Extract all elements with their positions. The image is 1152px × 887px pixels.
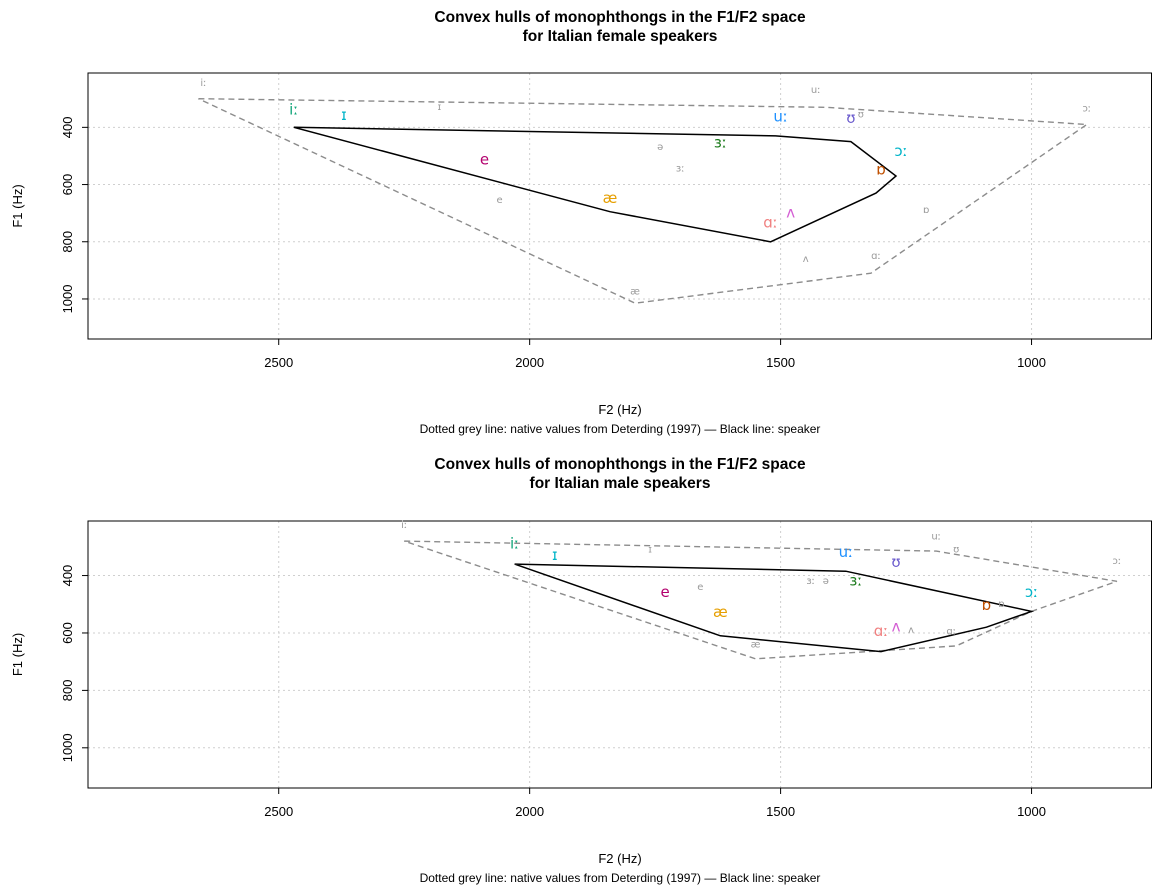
- x-axis-label: F2 (Hz): [598, 851, 641, 866]
- chart-title-line: Convex hulls of monophthongs in the F1/F…: [434, 456, 806, 473]
- y-axis-label: F1 (Hz): [10, 184, 25, 227]
- chart-caption: Dotted grey line: native values from Det…: [420, 422, 821, 436]
- chart-title-line: for Italian male speakers: [530, 475, 711, 492]
- native-vowel-label: uː: [931, 532, 941, 543]
- speaker-vowel-label: ɔː: [894, 142, 907, 160]
- speaker-vowel-label: æ: [603, 189, 618, 207]
- speaker-vowel-label: ɪ: [552, 546, 558, 564]
- speaker-vowel-label: ɪ: [341, 106, 347, 124]
- chart-title-line: for Italian female speakers: [523, 28, 718, 45]
- speaker-hull-line: [514, 563, 1035, 653]
- x-axis-label: F2 (Hz): [598, 402, 641, 417]
- native-vowel-label: æ: [751, 639, 761, 650]
- native-vowel-label: e: [496, 195, 502, 206]
- y-tick-label: 600: [60, 622, 75, 644]
- native-vowel-label: æ: [630, 287, 640, 298]
- chart-title-line: Convex hulls of monophthongs in the F1/F…: [434, 9, 806, 26]
- native-hull-line: [198, 98, 1089, 304]
- speaker-vowel-label: ɑː: [763, 213, 778, 231]
- speaker-vowel-label: uː: [773, 108, 788, 126]
- x-tick-label: 1000: [1017, 355, 1046, 370]
- y-tick-label: 400: [60, 116, 75, 138]
- y-tick-label: 600: [60, 174, 75, 196]
- x-tick-label: 2500: [264, 804, 293, 819]
- native-vowel-label: ɑː: [871, 251, 881, 262]
- native-vowel-label: e: [697, 582, 703, 593]
- native-vowel-label: ʊ: [953, 545, 959, 556]
- native-vowel-label: ɒ: [998, 599, 1004, 610]
- speaker-vowel-label: ʌ: [892, 618, 901, 636]
- speaker-vowel-label: iː: [510, 534, 519, 552]
- speaker-vowel-label: ɜː: [849, 572, 862, 590]
- native-vowel-label: ɜː: [676, 164, 685, 175]
- chart-panel-2: Convex hulls of monophthongs in the F1/F…: [10, 456, 1152, 885]
- native-vowel-label: ʌ: [803, 254, 809, 265]
- native-vowel-label: ɜː: [806, 576, 815, 587]
- native-vowel-label: ʌ: [908, 625, 914, 636]
- speaker-vowel-label: uː: [839, 543, 854, 561]
- native-vowel-label: iː: [200, 78, 206, 89]
- speaker-vowel-label: æ: [713, 603, 728, 621]
- native-vowel-label: ə: [657, 142, 663, 153]
- x-tick-label: 1500: [766, 355, 795, 370]
- y-tick-label: 800: [60, 231, 75, 253]
- native-vowel-label: ɪ: [437, 102, 441, 113]
- y-tick-label: 1000: [60, 284, 75, 313]
- native-vowel-label: ɪ: [648, 545, 652, 556]
- native-vowel-label: ɑː: [946, 626, 956, 637]
- speaker-vowel-label: ɔː: [1025, 583, 1038, 601]
- speaker-vowel-label: e: [661, 583, 670, 601]
- y-tick-label: 1000: [60, 733, 75, 762]
- y-tick-label: 400: [60, 565, 75, 587]
- native-hull-line: [403, 540, 1118, 660]
- native-vowel-label: ɔː: [1082, 104, 1091, 115]
- speaker-vowel-label: iː: [289, 100, 298, 118]
- speaker-vowel-label: ɜː: [714, 133, 727, 151]
- y-axis-label: F1 (Hz): [10, 633, 25, 676]
- speaker-vowel-label: ʌ: [786, 203, 795, 221]
- x-tick-label: 2000: [515, 355, 544, 370]
- speaker-vowel-label: e: [480, 151, 489, 169]
- speaker-vowel-label: ɑː: [874, 622, 889, 640]
- x-tick-label: 1000: [1017, 804, 1046, 819]
- chart-caption: Dotted grey line: native values from Det…: [420, 871, 821, 885]
- speaker-vowel-label: ʊ: [846, 109, 855, 127]
- native-vowel-label: ə: [823, 576, 829, 587]
- x-tick-label: 2000: [515, 804, 544, 819]
- y-tick-label: 800: [60, 680, 75, 702]
- speaker-vowel-label: ʊ: [891, 553, 900, 571]
- native-vowel-label: ɒ: [923, 205, 929, 216]
- x-tick-label: 2500: [264, 355, 293, 370]
- native-vowel-label: iː: [401, 520, 407, 531]
- native-vowel-label: ɔː: [1112, 556, 1121, 567]
- native-vowel-label: ʊ: [858, 109, 864, 120]
- speaker-hull-line: [293, 126, 898, 243]
- x-tick-label: 1500: [766, 804, 795, 819]
- speaker-vowel-label: ɒ: [982, 596, 992, 614]
- native-vowel-label: uː: [811, 85, 821, 96]
- chart-panel-1: Convex hulls of monophthongs in the F1/F…: [10, 9, 1152, 436]
- speaker-vowel-label: ɒ: [876, 161, 886, 179]
